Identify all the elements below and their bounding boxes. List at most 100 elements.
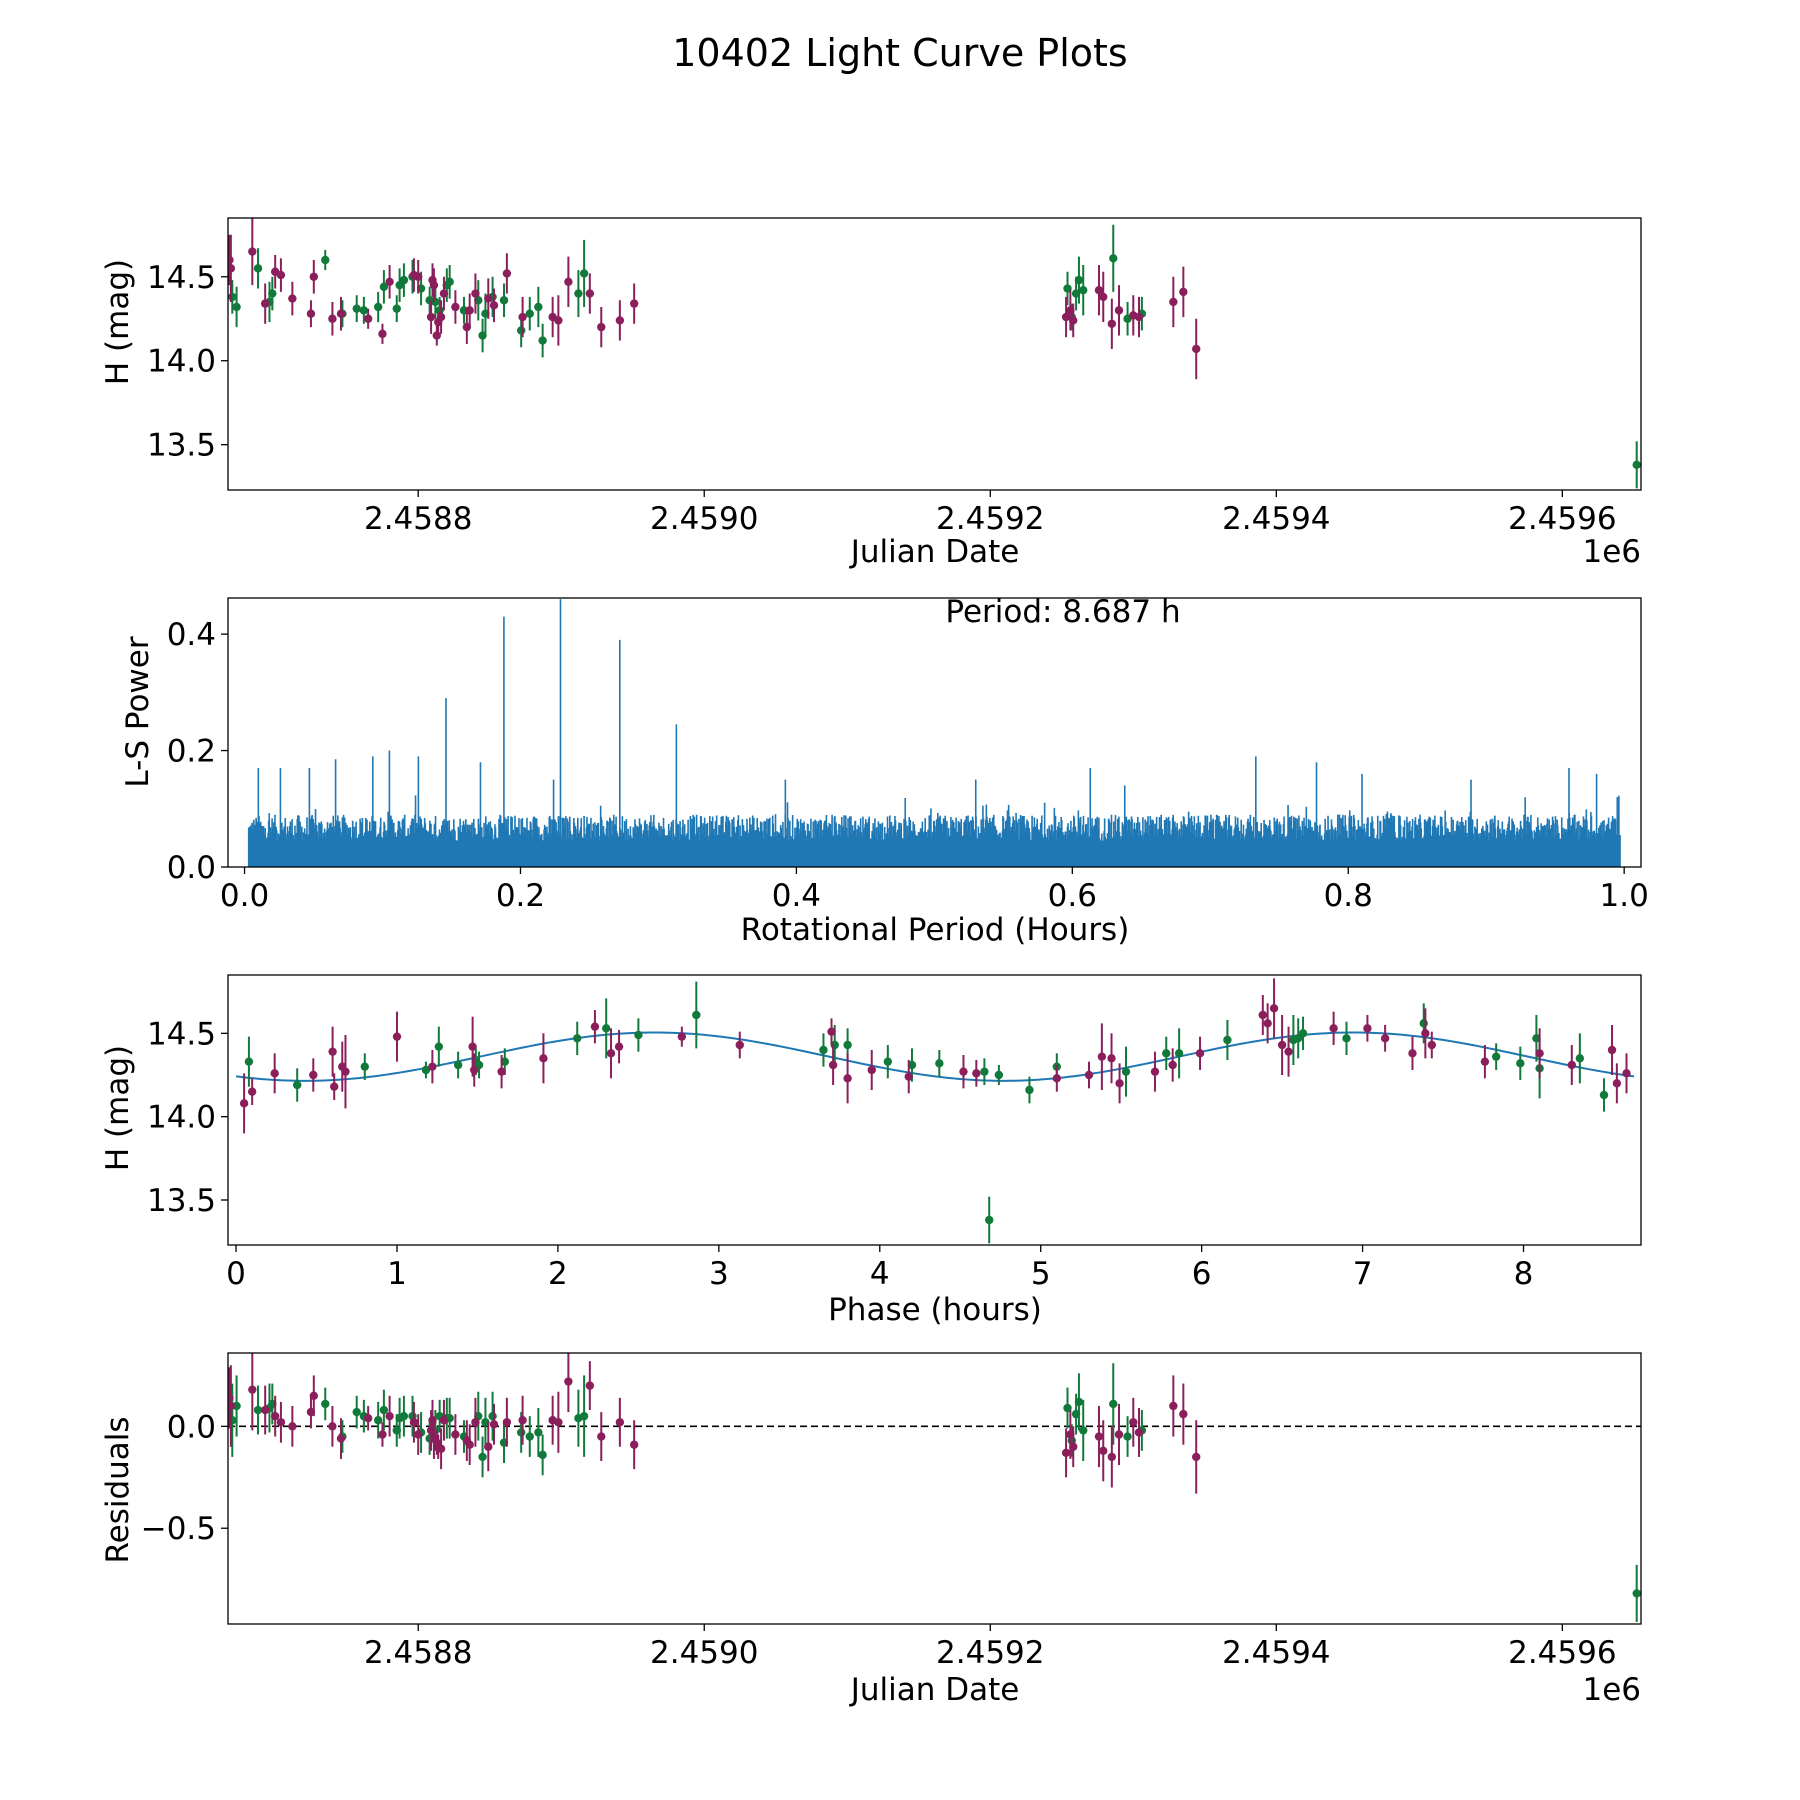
phased-point (606, 1049, 616, 1058)
residuals-points (228, 1353, 1641, 1622)
lightcurve-point (363, 314, 373, 323)
residuals-point (516, 1428, 526, 1437)
phased-point (330, 1082, 339, 1091)
phased-point (904, 1072, 913, 1081)
lightcurve-point (385, 277, 394, 287)
lightcurve-point (615, 316, 625, 325)
phased-point (1532, 1034, 1541, 1043)
periodogram-ylabel: L-S Power (120, 636, 156, 787)
residuals-point (379, 1405, 389, 1415)
residuals-point (260, 1405, 270, 1415)
residuals-ylabel: Residuals (100, 1416, 136, 1563)
phased-point (309, 1070, 318, 1080)
lightcurve-point (1114, 306, 1124, 315)
lightcurve-point (489, 301, 499, 310)
residuals-point (1079, 1426, 1088, 1435)
phased-point (468, 1042, 477, 1051)
residuals-point (1169, 1401, 1178, 1411)
residuals-point (270, 1411, 280, 1421)
lightcurve-ytick-label: 14.5 (147, 260, 216, 296)
residuals-point (1123, 1432, 1132, 1441)
lightcurve-point (525, 309, 534, 318)
lightcurve-point (1192, 344, 1201, 354)
phased-point (1622, 1069, 1631, 1078)
residuals-point (451, 1430, 460, 1439)
periodogram-xtick-label: 0.6 (1048, 878, 1097, 914)
residuals-x-offset: 1e6 (1582, 1672, 1641, 1708)
residuals-xtick-label: 2.4590 (650, 1635, 758, 1671)
residuals-point (489, 1420, 499, 1429)
residuals-frame (227, 1352, 1642, 1625)
phased-point (1408, 1049, 1417, 1058)
phased-ytick-label: 14.0 (147, 1100, 216, 1136)
phased-point (270, 1069, 279, 1078)
phased-point (239, 1099, 249, 1108)
residuals-point (248, 1385, 257, 1394)
lightcurve-point (228, 292, 237, 302)
lightcurve-point (268, 289, 277, 298)
lightcurve-point (516, 326, 526, 335)
periodogram-xtick-label: 0.4 (772, 878, 821, 914)
lightcurve-point (538, 336, 547, 345)
lightcurve-point (373, 302, 383, 312)
periodogram-xtick-label: 0.0 (220, 878, 269, 914)
phased-point (1150, 1067, 1160, 1076)
phased-point (1269, 1004, 1279, 1013)
phased-point (1491, 1052, 1501, 1061)
phased-point (573, 1034, 582, 1043)
lightcurve-ytick-label: 14.0 (147, 344, 216, 380)
residuals-point (488, 1411, 497, 1421)
lightcurve-point (232, 302, 241, 312)
residuals-point (253, 1405, 263, 1415)
phased-point (360, 1062, 369, 1071)
phased-xtick-label: 3 (709, 1256, 729, 1292)
periodogram-line (247, 599, 1621, 867)
lightcurve-point (554, 316, 563, 325)
phased-point (500, 1057, 510, 1066)
lightcurve-point (1099, 292, 1108, 302)
phased-point (590, 1022, 600, 1031)
phased-point (1599, 1090, 1609, 1100)
residuals-xtick-label: 2.4592 (936, 1635, 1044, 1671)
phased-point (247, 1087, 257, 1096)
lightcurve-points (228, 218, 1641, 489)
lightcurve-point (378, 329, 387, 339)
lightcurve-point (429, 280, 439, 290)
lightcurve-point (306, 309, 316, 318)
lightcurve-x-offset: 1e6 (1582, 534, 1641, 570)
phased-xtick-label: 5 (1031, 1256, 1051, 1292)
residuals-point (373, 1416, 383, 1425)
residuals-point (1134, 1428, 1144, 1437)
lightcurve-point (502, 269, 512, 278)
phased-point (497, 1067, 506, 1076)
fit-curve (235, 1031, 1635, 1082)
lightcurve-point (436, 312, 446, 322)
residuals-point (615, 1418, 625, 1427)
lightcurve-frame (227, 217, 1642, 491)
residuals-point (378, 1430, 387, 1439)
phased-xtick-label: 4 (870, 1256, 890, 1292)
residuals-point (538, 1450, 547, 1460)
lightcurve-xtick-label: 2.4590 (650, 501, 758, 537)
phased-point (1363, 1024, 1372, 1033)
phased-point (1380, 1034, 1390, 1043)
phased-xtick-label: 8 (1514, 1256, 1534, 1292)
phased-point (453, 1060, 463, 1070)
phased-point (1195, 1049, 1205, 1058)
lightcurve-point (1069, 316, 1078, 325)
periodogram-panel: L-S Power Rotational Period (Hours) Peri… (120, 594, 1649, 948)
phased-point (1258, 1010, 1268, 1020)
lightcurve-point (228, 264, 236, 273)
phased-point (1516, 1059, 1525, 1068)
phased-ylabel: H (mag) (100, 1045, 136, 1171)
phased-point (539, 1054, 548, 1063)
residuals-point (1192, 1452, 1201, 1462)
residuals-point (1074, 1397, 1084, 1407)
residuals-point (309, 1391, 319, 1400)
lightcurve-point (309, 272, 319, 281)
lightcurve-panel: H (mag) Julian Date 1e6 2.4588 2.4590 2.45… (100, 217, 1642, 570)
phased-point (1567, 1060, 1576, 1070)
phased-point (1284, 1047, 1293, 1056)
phased-point (634, 1030, 643, 1040)
phased-point (828, 1060, 838, 1070)
